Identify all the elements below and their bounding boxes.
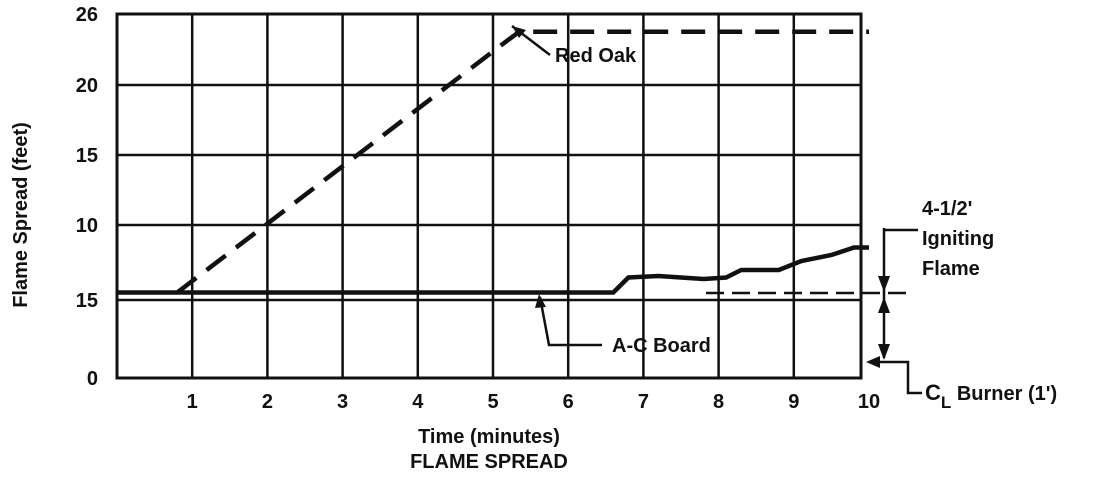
red-oak-series-line (175, 29, 869, 295)
ac-board-arrowhead (535, 294, 546, 308)
y-axis-label: Flame Spread (feet) (10, 122, 32, 308)
x-axis-ticks: 1 2 3 4 5 6 7 8 9 10 (187, 391, 880, 413)
burner-label-c: C (925, 380, 941, 405)
dimension-arrow-up (878, 276, 890, 292)
x-tick-label: 2 (262, 391, 273, 413)
ac-board-leader (538, 296, 602, 347)
x-tick-label: 3 (337, 391, 348, 413)
plot-frame (115, 12, 863, 380)
x-tick-label: 1 (187, 391, 198, 413)
y-tick-label: 10 (76, 215, 98, 237)
burner-label-suffix: Burner (1') (951, 383, 1057, 405)
x-axis-label: Time (minutes) (418, 426, 560, 448)
burner-leader (870, 360, 922, 395)
x-tick-label: 8 (713, 391, 724, 413)
y-tick-label: 0 (87, 368, 98, 390)
x-tick-label: 9 (788, 391, 799, 413)
y-tick-label: 15 (76, 290, 98, 312)
grid (117, 14, 861, 378)
dimension-arrow-down (878, 297, 890, 313)
burner-label-subscript: L (941, 393, 951, 412)
chart-title: FLAME SPREAD (410, 451, 568, 473)
burner-arrowhead (866, 356, 880, 368)
x-tick-label: 5 (487, 391, 498, 413)
ac-board-series-line (117, 245, 869, 295)
igniting-flame-label-line2: Igniting (922, 228, 994, 250)
y-tick-label: 15 (76, 145, 98, 167)
y-tick-label: 26 (76, 4, 98, 26)
igniting-flame-label-line1: 4-1/2' (922, 198, 972, 220)
igniting-flame-label-line3: Flame (922, 258, 980, 280)
red-oak-arrowhead (512, 26, 526, 38)
burner-label: CL Burner (1') (925, 380, 1057, 412)
red-oak-label: Red Oak (555, 45, 637, 67)
dimension-arrow-bottom (878, 344, 890, 360)
ac-board-label: A-C Board (612, 335, 711, 357)
x-tick-label: 7 (638, 391, 649, 413)
x-tick-label: 4 (412, 391, 424, 413)
x-tick-label: 10 (858, 391, 880, 413)
y-tick-label: 20 (76, 75, 98, 97)
y-axis-ticks: 0 15 10 15 20 26 (76, 4, 98, 390)
x-tick-label: 6 (563, 391, 574, 413)
